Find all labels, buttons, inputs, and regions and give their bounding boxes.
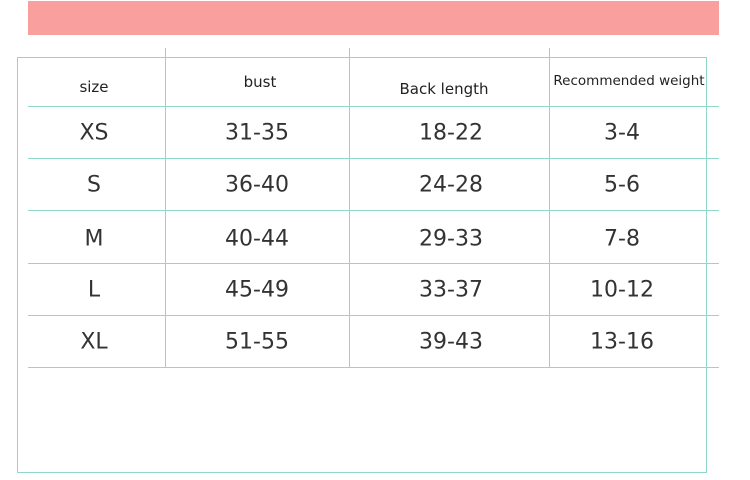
table-cell: 31-35	[225, 120, 289, 146]
row-divider	[28, 367, 719, 368]
column-divider	[349, 48, 350, 367]
table-cell: 33-37	[419, 277, 483, 303]
table-cell: 7-8	[604, 226, 640, 252]
table-cell: 18-22	[419, 120, 483, 146]
column-divider	[165, 48, 166, 367]
table-cell: 29-33	[419, 226, 483, 252]
table-cell: 13-16	[590, 329, 654, 355]
row-divider	[28, 315, 719, 316]
table-cell: S	[87, 172, 101, 198]
table-cell: L	[87, 277, 101, 303]
table-cell: 24-28	[419, 172, 483, 198]
table-cell: 5-6	[604, 172, 640, 198]
table-cell: 10-12	[590, 277, 654, 303]
header-banner	[28, 1, 719, 35]
row-divider	[28, 106, 719, 107]
column-divider	[549, 48, 550, 367]
table-cell: 3-4	[604, 120, 640, 146]
column-header: size	[79, 78, 109, 96]
row-divider	[28, 263, 719, 264]
row-divider	[28, 158, 719, 159]
table-cell: 51-55	[225, 329, 289, 355]
table-cell: 45-49	[225, 277, 289, 303]
column-header: Back length	[399, 80, 489, 98]
table-cell: 39-43	[419, 329, 483, 355]
table-cell: 40-44	[225, 226, 289, 252]
row-divider	[28, 210, 719, 211]
table-cell: XL	[80, 329, 108, 355]
column-header: Recommended weight	[553, 73, 705, 89]
table-cell: M	[84, 226, 104, 252]
table-cell: XS	[79, 120, 109, 146]
table-cell: 36-40	[225, 172, 289, 198]
table-frame	[17, 57, 707, 473]
column-header: bust	[243, 73, 277, 91]
